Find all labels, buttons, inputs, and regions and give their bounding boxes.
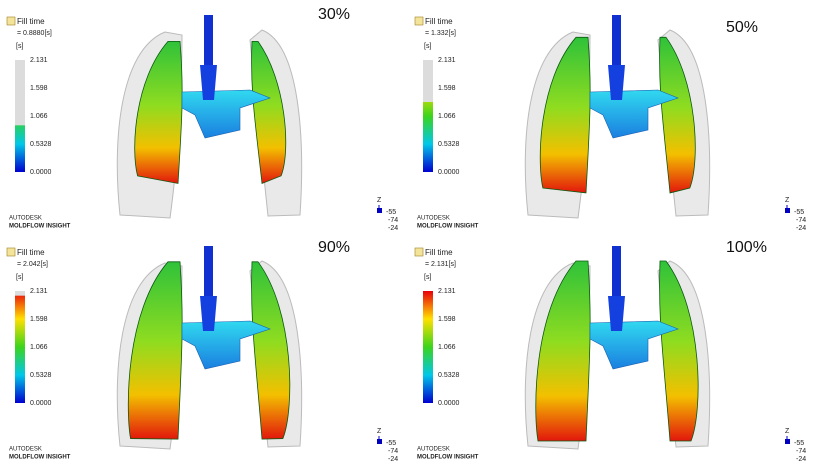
runner xyxy=(181,89,271,139)
axis-label: -24 xyxy=(796,456,806,463)
axis-label: -24 xyxy=(388,456,398,463)
runner xyxy=(181,320,271,370)
filled-cavity xyxy=(659,260,699,442)
unit: [s] xyxy=(16,43,23,50)
axis-label: Z xyxy=(377,428,382,435)
current-time: = 1.332[s] xyxy=(425,30,456,37)
product-name: MOLDFLOW INSIGHT xyxy=(417,455,479,461)
current-time: = 0.8880[s] xyxy=(17,30,52,37)
legend-tick-label: 0.5328 xyxy=(30,141,52,148)
result-name: Fill time xyxy=(17,17,45,26)
axis-label: -74 xyxy=(388,217,398,224)
result-panel: Fill time = 2.042[s] [s] 90% 2.131 1.598 1.066… xyxy=(6,239,398,463)
brand: AUTODESK xyxy=(9,216,42,222)
axis-label: -74 xyxy=(796,217,806,224)
unit: [s] xyxy=(424,274,431,281)
axis-box xyxy=(377,208,382,213)
legend-bar-filled xyxy=(15,295,25,403)
result-name: Fill time xyxy=(425,248,453,257)
current-time: = 2.042[s] xyxy=(17,261,48,268)
current-time: = 2.131[s] xyxy=(425,261,456,268)
legend-bar-empty xyxy=(15,60,25,172)
axis-label: -55 xyxy=(386,440,396,447)
legend-tick-label: 1.598 xyxy=(30,85,48,92)
legend-tick-label: 0.0000 xyxy=(438,400,460,407)
legend-tick-label: 0.0000 xyxy=(30,400,52,407)
legend-tick-label: 0.0000 xyxy=(438,169,460,176)
legend-tick-label: 0.5328 xyxy=(30,372,52,379)
sprue-base xyxy=(608,296,625,331)
axis-label: -74 xyxy=(388,448,398,455)
brand: AUTODESK xyxy=(417,216,450,222)
legend-tick-label: 1.066 xyxy=(438,344,456,351)
unit: [s] xyxy=(16,274,23,281)
percent-label: 90% xyxy=(318,239,350,256)
percent-label: 50% xyxy=(726,19,758,36)
result-panel: Fill time = 0.8880[s] [s] 30% 2.131 1.598 1.06… xyxy=(6,6,398,232)
percent-label: 100% xyxy=(726,239,767,256)
legend-tick-label: 1.598 xyxy=(438,316,456,323)
percent-label: 30% xyxy=(318,6,350,23)
filled-cavity xyxy=(659,36,696,194)
axis-label: -24 xyxy=(796,225,806,232)
sprue xyxy=(204,246,213,296)
axis-label: -55 xyxy=(794,440,804,447)
sprue xyxy=(204,15,213,65)
product-name: MOLDFLOW INSIGHT xyxy=(9,224,71,230)
runner xyxy=(589,89,679,139)
product-name: MOLDFLOW INSIGHT xyxy=(417,224,479,230)
axis-label: Z xyxy=(377,197,382,204)
axis-label: Z xyxy=(785,428,790,435)
legend-bar-filled xyxy=(15,125,25,172)
legend-tick-label: 0.5328 xyxy=(438,372,460,379)
axis-label: -74 xyxy=(796,448,806,455)
sprue xyxy=(612,15,621,65)
brand: AUTODESK xyxy=(417,447,450,453)
filled-cavity xyxy=(535,260,591,442)
legend-tick-label: 2.131 xyxy=(30,288,48,295)
sprue-base xyxy=(608,65,625,100)
legend-bar-filled xyxy=(423,291,433,403)
axis-box xyxy=(785,439,790,444)
legend-tick-label: 2.131 xyxy=(30,57,48,64)
filled-cavity xyxy=(134,40,183,184)
legend-tick-label: 1.066 xyxy=(30,344,48,351)
legend-tick-label: 1.066 xyxy=(438,113,456,120)
sprue xyxy=(612,246,621,296)
legend-tick-label: 1.066 xyxy=(30,113,48,120)
product-name: MOLDFLOW INSIGHT xyxy=(9,455,71,461)
axis-label: -55 xyxy=(386,209,396,216)
result-name: Fill time xyxy=(425,17,453,26)
brand: AUTODESK xyxy=(9,447,42,453)
unit: [s] xyxy=(424,43,431,50)
axis-label: -55 xyxy=(794,209,804,216)
result-name: Fill time xyxy=(17,248,45,257)
legend-bar-filled xyxy=(423,101,433,172)
filled-cavity xyxy=(251,40,287,185)
sprue-base xyxy=(200,296,217,331)
result-icon xyxy=(414,247,424,257)
axis-label: Z xyxy=(785,197,790,204)
result-icon xyxy=(6,16,16,26)
filled-cavity xyxy=(251,261,291,440)
legend-tick-label: 1.598 xyxy=(438,85,456,92)
axis-box xyxy=(377,439,382,444)
legend-tick-label: 2.131 xyxy=(438,288,456,295)
axis-box xyxy=(785,208,790,213)
runner xyxy=(589,320,679,370)
filled-cavity xyxy=(127,261,183,440)
result-icon xyxy=(414,16,424,26)
legend-tick-label: 2.131 xyxy=(438,57,456,64)
filled-cavity xyxy=(539,36,591,194)
legend-tick-label: 0.5328 xyxy=(438,141,460,148)
legend-tick-label: 1.598 xyxy=(30,316,48,323)
axis-label: -24 xyxy=(388,225,398,232)
result-panel: Fill time = 1.332[s] [s] 50% 2.131 1.598 1.066… xyxy=(414,15,806,232)
result-panel: Fill time = 2.131[s] [s] 100% 2.131 1.598 1.06… xyxy=(414,239,806,463)
result-icon xyxy=(6,247,16,257)
legend-tick-label: 0.0000 xyxy=(30,169,52,176)
sprue-base xyxy=(200,65,217,100)
